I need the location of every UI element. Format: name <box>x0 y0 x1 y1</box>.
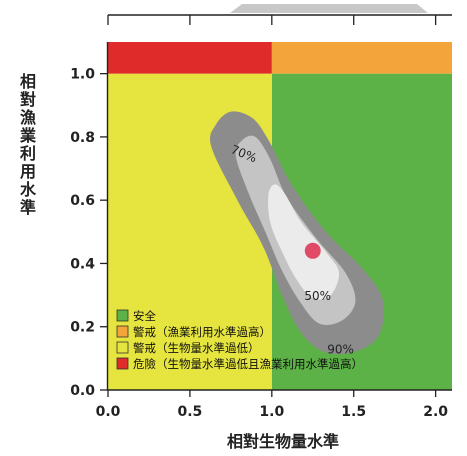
contour-label-50pct: 50% <box>304 289 331 303</box>
y-tick-label: 1.0 <box>70 67 95 83</box>
contour-50pct <box>268 184 340 300</box>
y-tick-label: 0.0 <box>70 383 95 399</box>
legend-swatch <box>116 325 129 338</box>
zone-3 <box>108 42 272 74</box>
current-status-layer <box>304 242 321 259</box>
y-tick-label: 0.2 <box>70 320 95 336</box>
top-decoration <box>230 4 428 13</box>
legend-swatch <box>116 309 129 322</box>
chart-axes <box>106 42 452 391</box>
quadrant-zones <box>108 42 452 391</box>
y-tick-label: 0.4 <box>70 256 95 272</box>
x-tick-label: 1.5 <box>341 404 366 420</box>
top-axis-ticks <box>107 15 437 25</box>
legend-label: 警戒（生物量水準過低） <box>133 341 260 355</box>
legend-swatch <box>116 357 129 370</box>
legend-label: 警戒（漁業利用水準過高） <box>133 325 271 339</box>
density-contours <box>210 111 385 355</box>
legend-label: 危險（生物量水準過低且漁業利用水準過高） <box>133 357 363 371</box>
contour-label-90pct: 90% <box>327 343 354 357</box>
legend-swatch <box>116 341 129 354</box>
y-tick-label: 0.6 <box>70 193 95 209</box>
y-axis-ticks: 0.0 0.2 0.4 0.6 0.8 1.0 <box>70 67 108 399</box>
x-axis-label: 相對生物量水準 <box>227 432 339 451</box>
x-tick-label: 0.5 <box>177 404 202 420</box>
legend-label: 安全 <box>133 309 156 323</box>
zone-1 <box>271 42 452 74</box>
y-axis-label: 相對漁業利用水準 <box>19 72 37 217</box>
y-tick-label: 0.8 <box>70 130 95 146</box>
current-status-point <box>304 242 321 259</box>
x-tick-label: 2.0 <box>423 404 448 420</box>
x-axis-ticks: 0.0 0.5 1.0 1.5 2.0 <box>96 390 448 420</box>
x-tick-label: 0.0 <box>96 404 121 420</box>
x-tick-label: 1.0 <box>259 404 284 420</box>
